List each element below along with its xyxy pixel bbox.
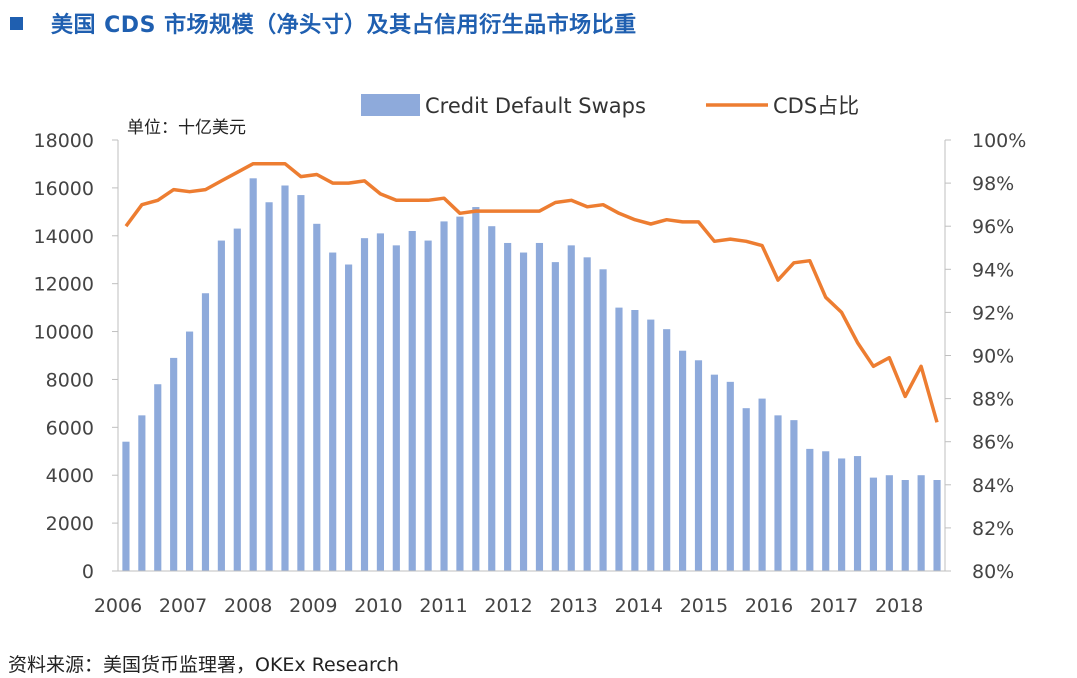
x-tick-label: 2011	[419, 595, 467, 617]
cds-bar	[138, 415, 146, 571]
cds-bar	[567, 245, 575, 571]
cds-bar	[774, 415, 782, 571]
x-tick-label: 2010	[354, 595, 402, 617]
cds-bar	[758, 398, 766, 571]
unit-label: 单位：十亿美元	[127, 118, 246, 138]
cds-bar	[631, 310, 639, 571]
y-right-tick-label: 80%	[972, 561, 1014, 583]
cds-bar	[201, 293, 210, 571]
cds-bar	[710, 374, 718, 571]
cds-bar	[933, 480, 941, 571]
title-row: 美国 CDS 市场规模（净头寸）及其占信用衍生品市场比重	[10, 6, 637, 40]
cds-bar	[265, 202, 273, 571]
cds-bar	[185, 331, 194, 571]
page-title: 美国 CDS 市场规模（净头寸）及其占信用衍生品市场比重	[51, 13, 637, 38]
cds-bar	[535, 242, 544, 571]
x-tick-label: 2007	[159, 595, 207, 617]
cds-bar	[392, 245, 400, 571]
cds-bar	[345, 264, 353, 571]
cds-bar	[519, 252, 528, 572]
cds-bar	[742, 408, 750, 571]
x-tick-label: 2006	[94, 595, 142, 617]
legend-line-label: CDS占比	[773, 94, 859, 118]
cds-bar	[583, 257, 591, 571]
title-square-icon	[10, 16, 23, 30]
y-right-tick-label: 82%	[972, 518, 1014, 540]
x-tick-label: 2012	[484, 595, 532, 617]
cds-bar	[376, 233, 384, 571]
cds-bar	[313, 223, 321, 572]
cds-bar	[424, 240, 432, 572]
x-tick-label: 2017	[810, 595, 858, 617]
cds-bar	[869, 477, 878, 571]
cds-bar	[233, 228, 241, 571]
y-left-tick-label: 0	[82, 561, 94, 583]
x-tick-label: 2015	[680, 595, 728, 617]
y-left-tick-label: 12000	[34, 274, 94, 296]
x-tick-label: 2013	[550, 595, 598, 617]
y-left-tick-label: 6000	[46, 417, 94, 439]
cds-bar	[122, 441, 130, 571]
y-left-tick-label: 2000	[46, 513, 94, 535]
x-tick-label: 2014	[615, 595, 663, 617]
cds-bar	[901, 480, 909, 571]
cds-bar	[456, 216, 464, 571]
cds-bar	[822, 451, 830, 571]
cds-bar	[297, 195, 305, 572]
y-right-tick-label: 90%	[972, 346, 1014, 368]
cds-bar	[360, 238, 369, 571]
line-series	[124, 161, 939, 423]
cds-bar	[853, 456, 862, 571]
y-left-tick-label: 14000	[34, 226, 94, 248]
cds-bar	[917, 475, 925, 571]
cds-bar	[726, 381, 734, 571]
cds-bar	[249, 178, 257, 572]
x-tick-label: 2018	[875, 595, 923, 617]
bar-series	[122, 178, 941, 572]
cds-bar	[504, 242, 512, 571]
cds-bar	[647, 319, 655, 571]
y-right-tick-label: 94%	[972, 259, 1014, 281]
cds-bar	[154, 384, 162, 571]
y-right-tick-label: 92%	[972, 302, 1014, 324]
x-tick-label: 2016	[745, 595, 793, 617]
y-right-tick-label: 98%	[972, 173, 1014, 195]
y-left-tick-label: 16000	[34, 178, 94, 200]
y-right-tick-label: 88%	[972, 389, 1014, 411]
cds-bar	[488, 226, 496, 571]
cds-bar	[472, 207, 480, 572]
cds-bar	[663, 329, 671, 571]
cds-bar	[440, 221, 448, 571]
cds-bar	[790, 420, 798, 571]
cds-bar	[885, 475, 893, 571]
cds-bar	[217, 240, 225, 572]
cds-bar	[551, 262, 559, 571]
cds-bar	[838, 458, 846, 571]
y-left-tick-label: 4000	[46, 465, 94, 487]
legend-bar-swatch	[361, 94, 420, 116]
cds-bar	[599, 269, 607, 571]
y-right-tick-label: 96%	[972, 216, 1014, 238]
x-tick-label: 2008	[224, 595, 272, 617]
cds-bar	[170, 357, 178, 571]
y-right-tick-label: 100%	[972, 130, 1026, 152]
x-tick-label: 2009	[289, 595, 337, 617]
y-left-tick-label: 8000	[46, 369, 94, 391]
axes: 0 2000 4000 6000 8000 10000 12000 14000 16000 180…	[34, 130, 1027, 617]
y-right-tick-label: 86%	[972, 432, 1014, 454]
y-left-tick-label: 18000	[34, 130, 94, 152]
cds-bar	[806, 448, 814, 571]
cds-bar	[329, 252, 337, 572]
cds-bar	[281, 185, 289, 571]
cds-share-line	[124, 161, 939, 423]
legend-bar-label: Credit Default Swaps	[425, 94, 646, 118]
cds-bar	[694, 360, 703, 571]
source-note: 资料来源：美国货币监理署，OKEx Research	[8, 654, 399, 676]
cds-bar	[679, 350, 687, 571]
cds-bar	[615, 307, 623, 571]
cds-bar	[408, 230, 416, 571]
y-right-tick-label: 84%	[972, 475, 1014, 497]
y-left-tick-label: 10000	[34, 322, 94, 344]
